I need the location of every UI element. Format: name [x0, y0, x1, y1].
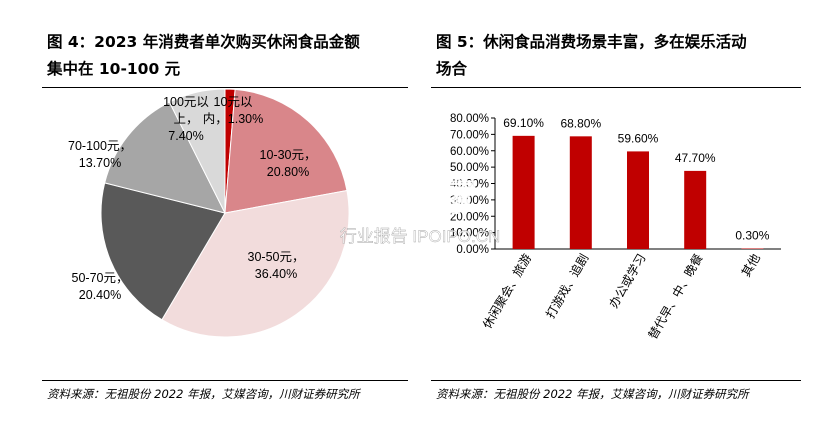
pie-slice — [104, 101, 226, 214]
pie-slice-label: 30-50元， — [248, 250, 305, 264]
pie-slice-label: 7.40% — [168, 129, 203, 143]
bar — [684, 170, 707, 249]
pie-slice-label: 100元以 — [163, 95, 209, 109]
bar-chart: 0.00% 10.00% 20.00% 30.00% 40.00% 50.00% 60.00… — [450, 113, 781, 342]
pie-slice-label: 50-70元， — [72, 271, 129, 285]
pie-slice-label: 36.40% — [255, 267, 297, 281]
bar — [627, 151, 649, 249]
left-title-line2: 集中在 10-100 元 — [47, 60, 181, 78]
x-category-label: 替代早、中、晚餐 — [645, 251, 706, 342]
pie-slice-label: 20.40% — [79, 288, 121, 302]
bar — [569, 136, 592, 249]
y-tick-label: 10.00% — [450, 228, 489, 240]
x-category-label: 休闲聚会、旅游 — [480, 252, 534, 332]
pie-slice-label: 20.80% — [267, 165, 309, 179]
left-title-rule — [42, 87, 408, 88]
right-source: 资料来源：无祖股份 2022 年报，艾媒咨询，川财证券研究所 — [436, 387, 749, 401]
y-tick-label: 20.00% — [450, 211, 489, 223]
pie-slice-label: 10元以 — [214, 95, 253, 109]
x-category-label: 办公或学习 — [606, 251, 649, 310]
y-tick-label: 70.00% — [450, 129, 489, 141]
bar-data-label: 68.80% — [560, 116, 601, 130]
pie-slice — [161, 189, 350, 338]
right-title-line2: 场合 — [436, 60, 468, 78]
bar — [512, 135, 535, 249]
bar-data-label: 69.10% — [503, 116, 544, 130]
bar-data-label: 0.30% — [735, 229, 769, 243]
y-tick-label: 40.00% — [450, 179, 489, 191]
pie-slice-label: 内，1.30% — [203, 112, 263, 126]
y-tick-label: 0.00% — [456, 244, 489, 256]
x-category-label: 其他 — [739, 252, 763, 280]
pie-slice-label: 10-30元， — [260, 148, 317, 162]
right-source-rule — [431, 380, 801, 381]
y-tick-label: 60.00% — [450, 146, 489, 158]
pie-slice — [100, 182, 226, 321]
x-category-label: 打游戏、追剧 — [542, 251, 591, 321]
bar-data-label: 47.70% — [675, 151, 716, 165]
pie-slice — [168, 88, 226, 214]
pie-slice-label: 上， — [173, 112, 198, 126]
right-title-rule — [431, 87, 801, 88]
left-source: 资料来源：无祖股份 2022 年报，艾媒咨询，川财证券研究所 — [47, 387, 360, 401]
y-tick-label: 80.00% — [450, 113, 489, 125]
left-title-line1: 图 4：2023 年消费者单次购买休闲食品金额 — [47, 33, 360, 51]
bar-data-label: 59.60% — [618, 131, 659, 145]
left-source-rule — [42, 380, 408, 381]
pie-slice-label: 70-100元， — [68, 139, 132, 153]
y-tick-label: 30.00% — [450, 195, 489, 207]
pie-slice — [224, 88, 348, 214]
right-title-line1: 图 5：休闲食品消费场景丰富，多在娱乐活动 — [436, 33, 747, 51]
y-tick-label: 50.00% — [450, 162, 489, 174]
pie-slice-label: 13.70% — [79, 156, 121, 170]
